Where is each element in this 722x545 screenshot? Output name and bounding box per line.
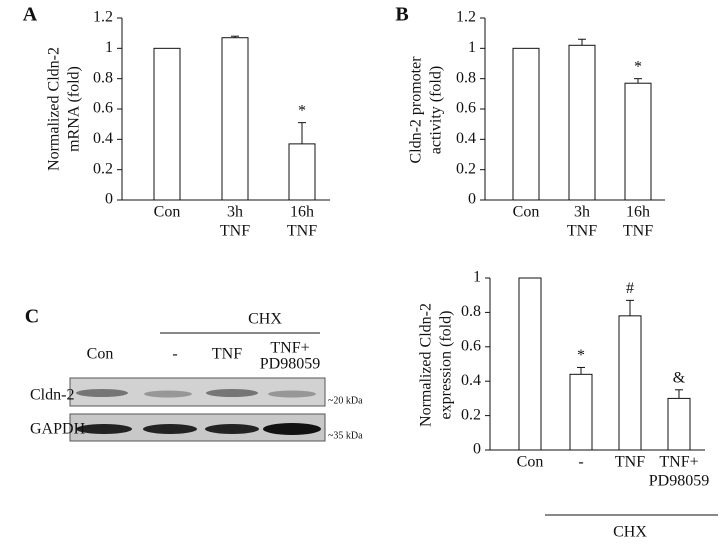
band <box>143 424 197 434</box>
y-tick-label: 1 <box>105 39 113 56</box>
y-tick-label: 0.4 <box>93 130 113 147</box>
size-label: ~20 kDa <box>328 395 363 406</box>
band <box>205 424 259 434</box>
panel-label: A <box>23 4 38 26</box>
y-tick-label: 0 <box>473 441 481 458</box>
bar <box>568 44 596 201</box>
lane-label: TNF+ <box>270 340 309 357</box>
y-tick-label: 0.8 <box>461 303 481 320</box>
lane-label: - <box>172 346 177 363</box>
significance-marker: * <box>634 58 642 75</box>
x-tick-label: Con <box>513 204 540 221</box>
band <box>144 390 192 398</box>
y-tick-label: 1 <box>473 269 481 286</box>
row-label: GAPDH <box>30 421 86 438</box>
panel-label: B <box>395 4 408 26</box>
x-tick-label: 3h <box>227 204 243 221</box>
y-tick-label: 0.4 <box>461 372 481 389</box>
western-blot: CHX Con - TNF TNF+ PD98059 Cldn-2 GAPDH … <box>30 311 363 442</box>
error-bar <box>577 366 585 375</box>
x-tick-label: TNF <box>615 454 645 471</box>
y-axis-label: Normalized Cldn-2 <box>46 47 63 171</box>
y-tick-label: 1.2 <box>456 9 476 26</box>
y-tick-label: 0.8 <box>93 69 113 86</box>
error-bar <box>231 35 239 38</box>
bar <box>667 397 691 451</box>
bar <box>512 47 540 201</box>
x-tick-label: Con <box>517 454 544 471</box>
y-tick-label: 0.4 <box>456 130 476 147</box>
y-axis-label: mRNA (fold) <box>66 66 83 152</box>
band <box>76 389 128 397</box>
x-tick-label: PD98059 <box>649 473 709 490</box>
x-tick-label: TNF <box>220 223 250 240</box>
y-tick-label: 0 <box>105 191 113 208</box>
y-tick-label: 0.2 <box>461 406 481 423</box>
significance-marker: & <box>673 369 686 386</box>
y-axis-label: Normalized Cldn-2 <box>418 303 435 427</box>
y-tick-label: 0.6 <box>461 337 481 354</box>
x-tick-label: TNF+ <box>659 454 698 471</box>
y-tick-label: 0.2 <box>456 160 476 177</box>
bar <box>569 373 593 451</box>
y-axis-label: expression (fold) <box>438 311 455 420</box>
bar <box>288 143 316 201</box>
panel-label: C <box>25 306 39 328</box>
y-tick-label: 1.2 <box>93 9 113 26</box>
x-tick-label: Con <box>154 204 181 221</box>
x-tick-label: 16h <box>290 204 314 221</box>
x-tick-label: TNF <box>623 223 653 240</box>
x-tick-label: TNF <box>567 223 597 240</box>
bar <box>618 315 642 451</box>
y-axis-label: Cldn-2 promoter <box>408 56 425 164</box>
y-tick-label: 0.6 <box>93 100 113 117</box>
y-tick-label: 0.8 <box>456 69 476 86</box>
x-tick-label: TNF <box>287 223 317 240</box>
bar <box>518 277 542 451</box>
significance-marker: * <box>298 102 306 119</box>
x-tick-label: 16h <box>626 204 650 221</box>
lane-label: Con <box>87 346 114 363</box>
y-tick-label: 1 <box>468 39 476 56</box>
y-axis-label: activity (fold) <box>428 66 445 154</box>
significance-marker: # <box>626 280 634 297</box>
y-tick-label: 0.2 <box>93 160 113 177</box>
lane-label: TNF <box>212 346 242 363</box>
band <box>268 390 316 398</box>
bar <box>624 82 652 201</box>
lane-label: PD98059 <box>260 356 320 373</box>
x-tick-label: 3h <box>574 204 590 221</box>
error-bar <box>578 38 586 46</box>
y-tick-label: 0 <box>468 191 476 208</box>
x-tick-label: - <box>578 454 583 471</box>
band <box>76 424 132 434</box>
error-bar <box>634 78 642 84</box>
error-bar <box>626 299 634 316</box>
bar <box>221 37 249 201</box>
bar <box>153 47 181 201</box>
band <box>263 423 321 435</box>
y-tick-label: 0.6 <box>456 100 476 117</box>
group-label: CHX <box>613 524 647 541</box>
row-label: Cldn-2 <box>30 387 74 404</box>
error-bar <box>675 389 683 399</box>
size-label: ~35 kDa <box>328 430 363 441</box>
band <box>206 389 258 397</box>
group-label: CHX <box>248 311 282 328</box>
error-bar <box>298 122 306 144</box>
significance-marker: * <box>577 347 585 364</box>
